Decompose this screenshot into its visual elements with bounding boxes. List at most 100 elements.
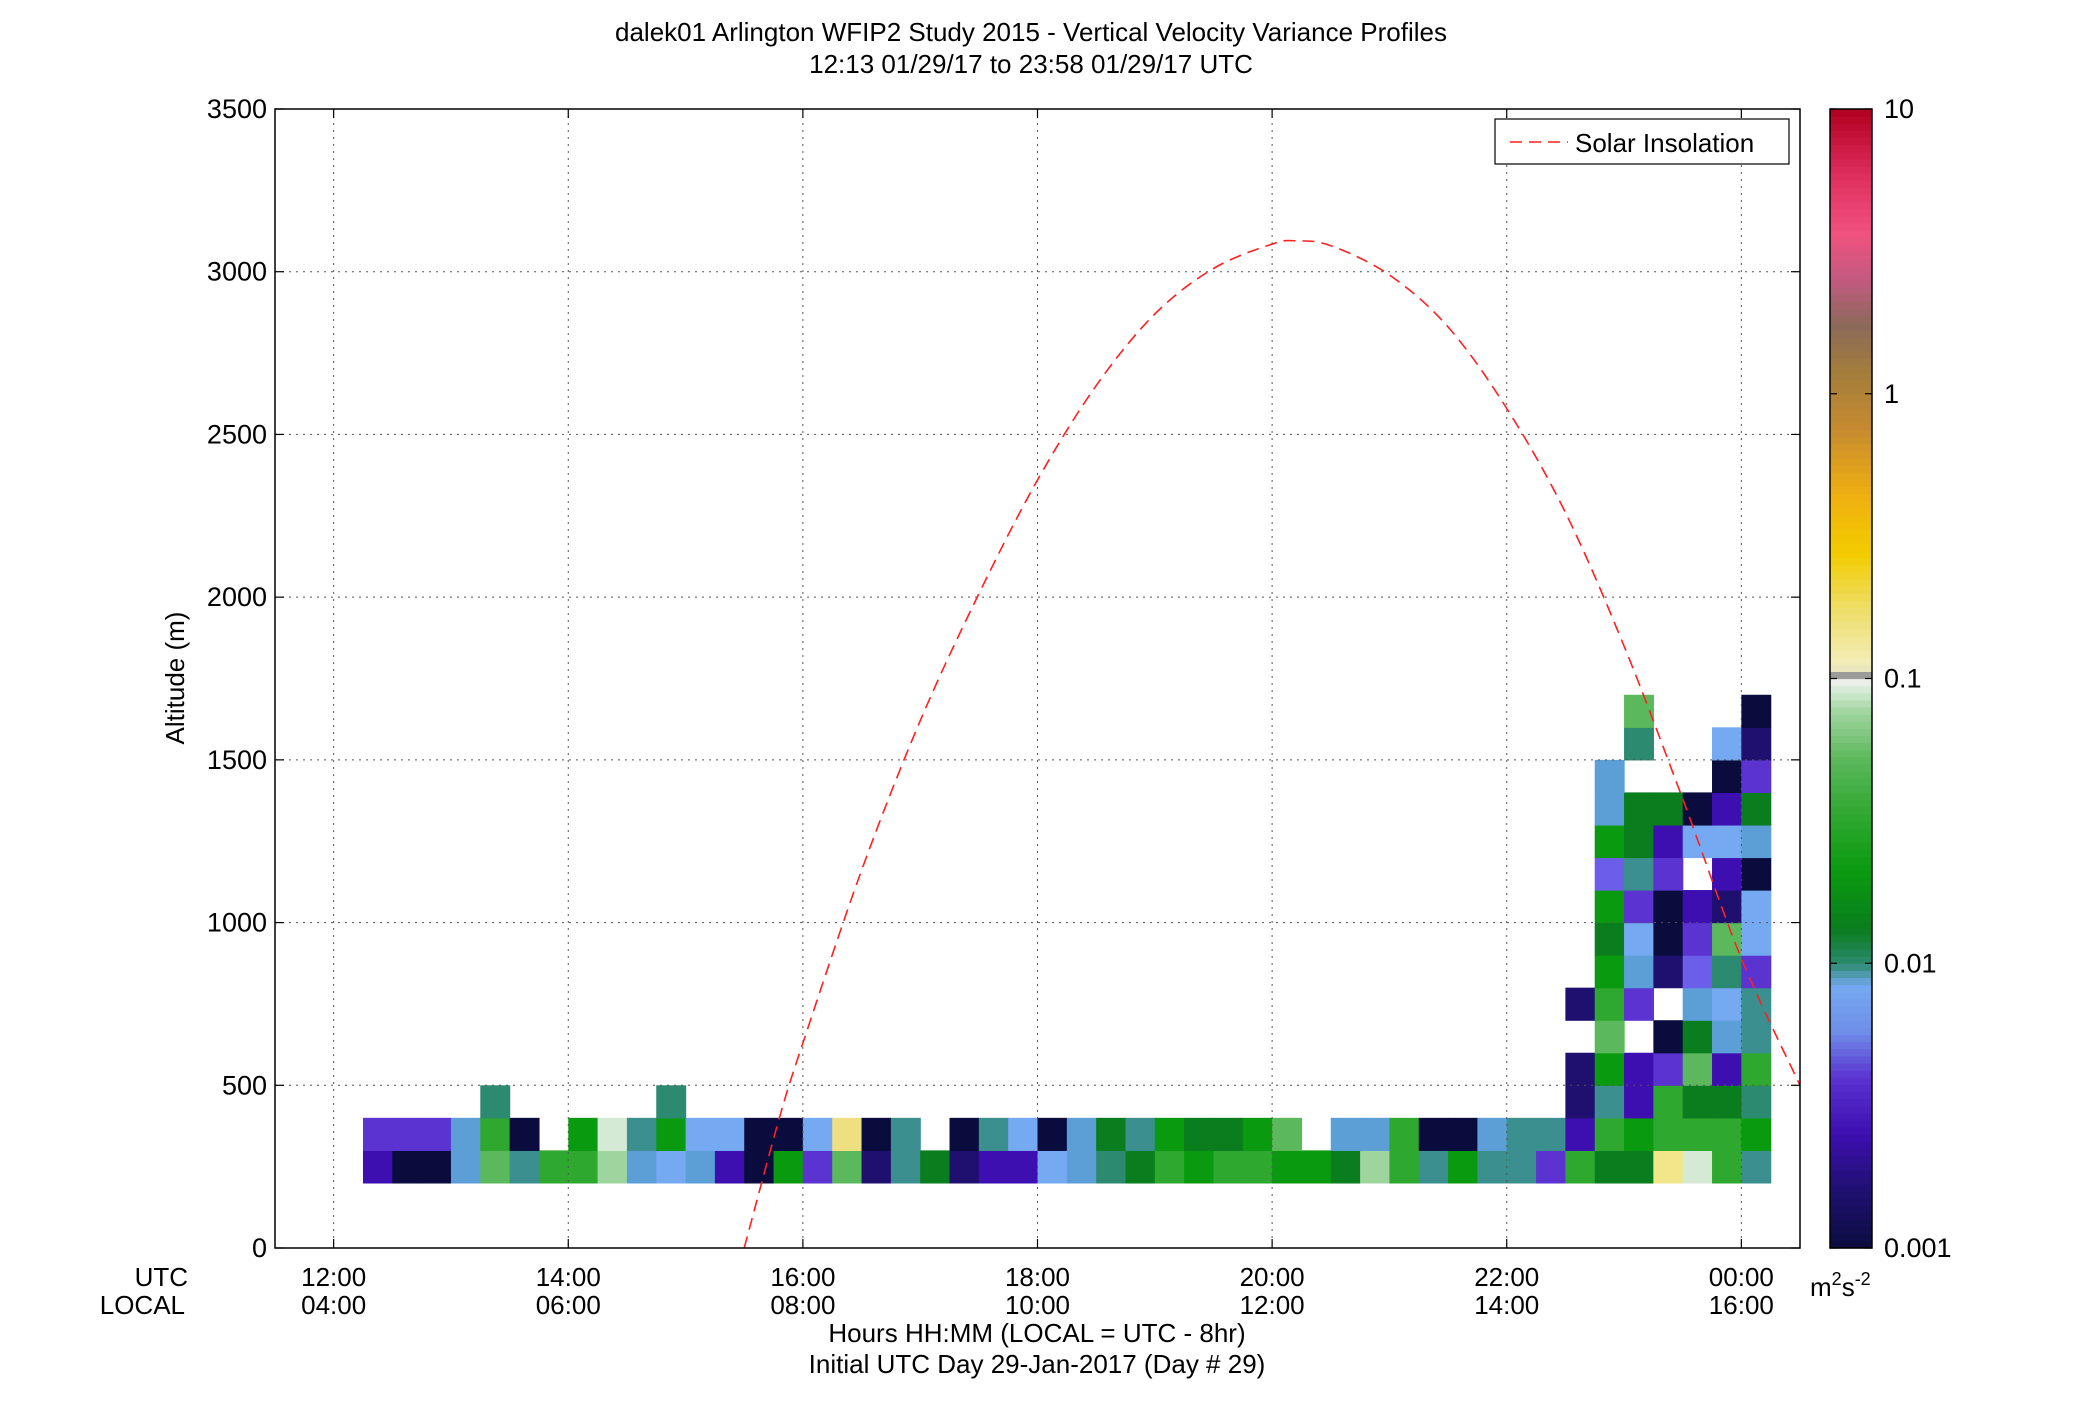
heatmap-cell [1624,890,1654,924]
heatmap-cell [1506,1117,1537,1151]
colorbar-strip [1830,956,1872,964]
heatmap-cell [1653,1052,1684,1086]
colorbar-strip [1830,493,1872,502]
colorbar-strip [1830,728,1872,737]
heatmap-cell [1448,1150,1479,1184]
colorbar-strip [1830,614,1872,623]
heatmap-cell [1330,1150,1361,1184]
colorbar-strip [1830,934,1872,943]
heatmap-cell [1624,987,1654,1021]
heatmap-cell [1624,922,1654,956]
colorbar-strip [1830,187,1872,196]
colorbar-strip [1830,650,1872,658]
colorbar-strip [1830,899,1872,907]
colorbar-strip [1830,507,1872,516]
colorbar-strip [1830,1112,1872,1121]
colorbar-strip [1830,671,1872,680]
heatmap-cell [1653,824,1684,859]
heatmap-cell [1624,824,1654,859]
colorbar-strip [1830,607,1872,616]
heatmap-cell [1389,1117,1420,1151]
colorbar-strip [1830,949,1872,957]
colorbar-strip [1830,892,1872,900]
colorbar: 0.001 0.01 0.1 1 10 m2s-2 [1810,94,1952,1302]
x-tick-label-local: 12:00 [1240,1290,1305,1320]
heatmap-cell [802,1117,833,1151]
heatmap-cell [685,1150,716,1184]
heatmap-cell [890,1117,921,1151]
y-tick-label: 1000 [207,908,267,938]
heatmap-cell [1066,1117,1097,1151]
colorbar-strip [1830,963,1872,971]
heatmap-cell [949,1117,980,1151]
colorbar-strip [1830,706,1872,715]
heatmap-cell [362,1117,393,1151]
colorbar-strip [1830,792,1872,801]
chart-title: dalek01 Arlington WFIP2 Study 2015 - Ver… [615,17,1447,47]
colorbar-strip [1830,258,1872,267]
heatmap-cell [1741,955,1772,989]
colorbar-strip [1830,1062,1872,1071]
x-tick-label-local: 08:00 [770,1290,835,1320]
colorbar-strip [1830,123,1872,131]
solar-insolation-line [743,239,1800,1248]
x-axis-utc-label: UTC [135,1262,188,1292]
heatmap-cell [1565,1150,1596,1184]
colorbar-tick-label: 0.1 [1884,664,1922,694]
heatmap-cell [1682,890,1713,924]
colorbar-strip [1830,678,1872,687]
colorbar-strip [1830,1034,1872,1043]
legend: Solar Insolation [1494,118,1790,165]
y-tick-label: 3000 [207,257,267,287]
colorbar-strip [1830,856,1872,865]
heatmap-cell [1565,1085,1596,1119]
heatmap-cell [1594,759,1625,793]
legend-box [1494,118,1790,165]
heatmap-cell [1712,1117,1742,1151]
colorbar-strip [1830,820,1872,829]
heatmap-cell [1594,824,1625,859]
colorbar-strip [1830,941,1872,950]
heatmap-cell [1154,1117,1185,1151]
colorbar-strip [1830,742,1872,751]
heatmap-cell [773,1117,804,1151]
colorbar-strip [1830,1155,1872,1164]
heatmap-cell [1712,922,1742,956]
colorbar-strip [1830,991,1872,1000]
heatmap-cell [949,1150,980,1184]
heatmap-cell [1242,1117,1273,1151]
colorbar-strip [1830,1013,1872,1021]
colorbar-strip [1830,827,1872,836]
colorbar-strip [1830,906,1872,915]
heatmap-cell [450,1150,481,1184]
heatmap-cell [1008,1150,1039,1184]
colorbar-strip [1830,806,1872,815]
heatmap-cell [1741,1150,1772,1184]
colorbar-strip [1830,699,1872,708]
heatmap-cell [1682,1020,1713,1054]
colorbar-units-base: m [1810,1272,1832,1302]
heatmap-cell [421,1150,452,1184]
colorbar-strip [1830,998,1872,1007]
chart-subtitle: 12:13 01/29/17 to 23:58 01/29/17 UTC [809,49,1253,79]
colorbar-strip [1830,301,1872,309]
colorbar-strip [1830,343,1872,352]
colorbar-strip [1830,315,1872,324]
heatmap-cell [626,1150,657,1184]
heatmap-cell [1741,890,1772,924]
heatmap-cell [1565,1117,1596,1151]
heatmap-cell [1037,1150,1068,1184]
colorbar-strip [1830,137,1872,146]
y-tick-label: 1500 [207,745,267,775]
heatmap-cell [802,1150,833,1184]
heatmap-cell [1594,922,1625,956]
colorbar-strip [1830,763,1872,772]
heatmap-cell [1712,727,1742,761]
colorbar-strip [1830,749,1872,758]
heatmap-cell [1682,1117,1713,1151]
colorbar-strip [1830,1240,1872,1249]
heatmap-cell [773,1150,804,1184]
heatmap-cell [597,1117,628,1151]
heatmap-cell [978,1150,1009,1184]
heatmap-cell [1594,1085,1625,1119]
